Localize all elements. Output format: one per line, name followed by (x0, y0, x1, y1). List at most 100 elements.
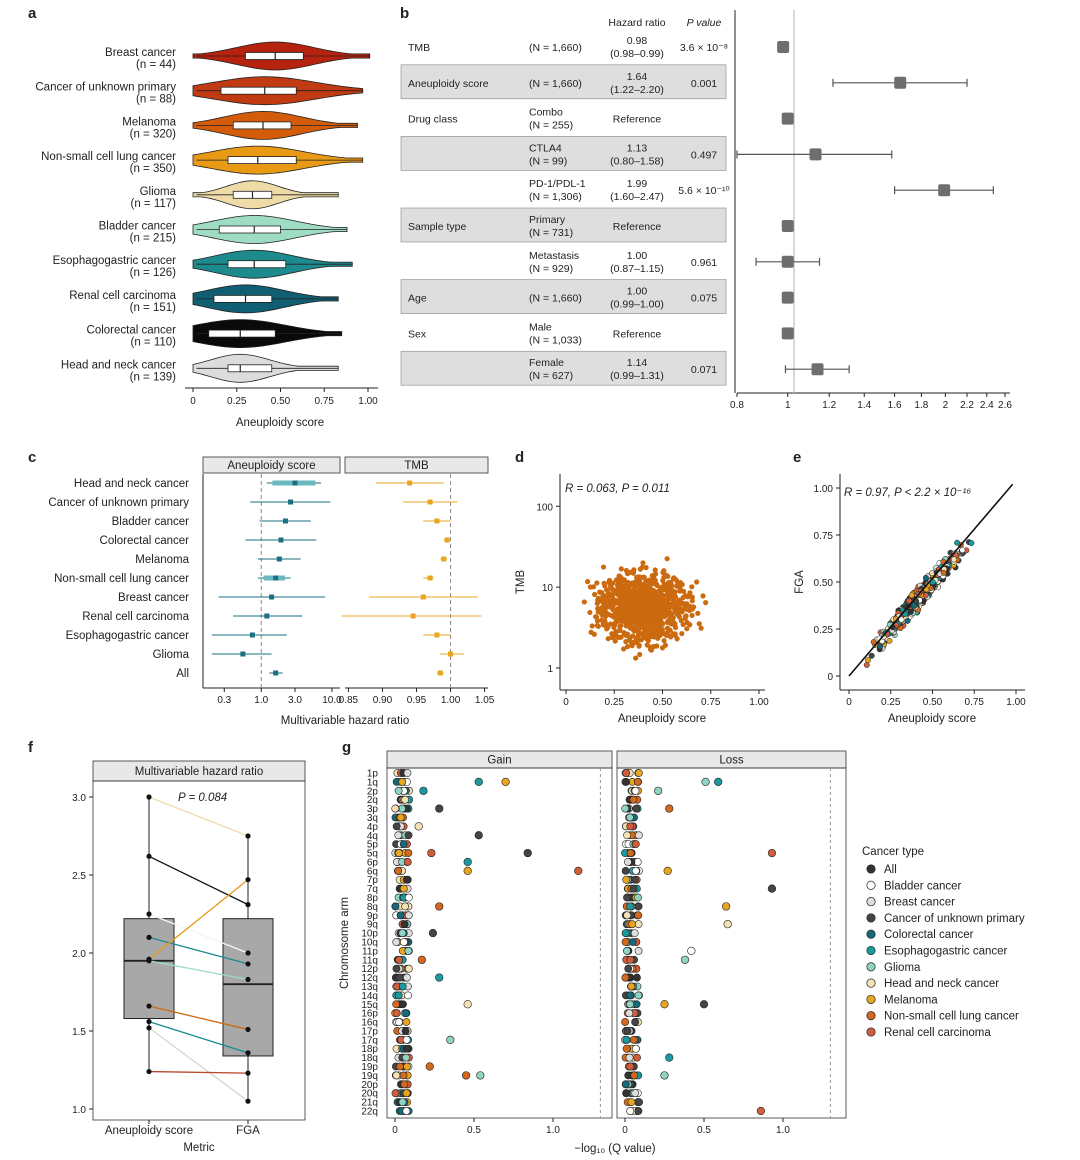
dot (634, 831, 643, 840)
arm-label: 7q (367, 884, 378, 895)
dot-outlier (414, 822, 423, 831)
table-ci: (0.98–0.99) (610, 48, 664, 60)
data-point (636, 643, 642, 649)
dot (626, 1107, 635, 1115)
arm-label: 18q (361, 1053, 378, 1064)
data-point (648, 577, 654, 583)
data-point (624, 603, 630, 609)
table-level: Male (529, 321, 552, 333)
iqr-box (220, 86, 297, 95)
paired-line (148, 879, 249, 960)
iqr-box (208, 329, 276, 338)
dot (392, 964, 401, 973)
facet-title: Loss (719, 755, 744, 767)
data-point (610, 606, 616, 613)
row-label: Breast cancer (118, 592, 189, 604)
dot-outlier (474, 777, 483, 786)
panel-label-c: c (28, 449, 36, 466)
dot (398, 929, 407, 938)
x-tick-label: 0.75 (965, 697, 985, 708)
data-point (589, 623, 595, 629)
data-point (620, 592, 626, 598)
data-point (673, 583, 680, 589)
paired-line (148, 913, 249, 954)
dot (399, 884, 408, 893)
legend-swatch (866, 897, 876, 907)
dot (404, 893, 413, 902)
arm-label: 11q (362, 955, 378, 966)
dot (392, 1000, 401, 1009)
dot-outlier (701, 777, 710, 786)
data-point (703, 600, 709, 606)
arm-label: 4p (367, 822, 379, 833)
table-variable: Drug class (408, 114, 458, 126)
data-point (868, 652, 875, 659)
x-tick-label: 1.00 (358, 396, 378, 407)
point-aneuploidy (146, 1068, 152, 1075)
point-fga (245, 902, 251, 908)
data-point (659, 621, 666, 627)
table-level: CTLA4 (529, 142, 562, 154)
x-tick-label: 2.4 (980, 400, 994, 411)
data-point (655, 635, 661, 641)
dot (634, 946, 643, 955)
table-level: Metastasis (529, 250, 579, 262)
dot (404, 911, 413, 920)
dot (631, 1044, 640, 1053)
dot (392, 938, 401, 946)
facet-title: Multivariable hazard ratio (135, 766, 263, 778)
y-tick-label: 100 (536, 502, 553, 513)
legend-label: Head and neck cancer (884, 978, 999, 990)
arm-label: 6q (367, 866, 378, 877)
data-point (635, 609, 641, 616)
dot (626, 1000, 634, 1009)
data-point (618, 623, 624, 629)
legend-swatch (866, 978, 876, 988)
table-level: Primary (529, 214, 566, 226)
table-variable: Aneuploidy score (408, 78, 489, 90)
correlation-annotation: R = 0.97, P < 2.2 × 10⁻¹⁶ (844, 487, 971, 499)
legend-label: Glioma (884, 962, 921, 974)
x-tick-label: 0 (622, 1125, 628, 1136)
data-point (661, 574, 667, 581)
arm-label: 14q (361, 991, 378, 1002)
data-point (602, 613, 609, 620)
point-tmb (410, 613, 416, 619)
point-fga (245, 961, 251, 967)
dot-outlier (435, 804, 444, 813)
point-aneuploidy (276, 556, 282, 562)
dot (404, 946, 413, 955)
panel-label-f: f (28, 739, 34, 756)
data-point (959, 547, 966, 554)
arm-label: 11p (362, 946, 378, 957)
dot (396, 911, 405, 920)
data-point (689, 584, 695, 590)
dot (398, 777, 407, 786)
arm-label: 18p (361, 1044, 378, 1055)
dot (625, 813, 634, 822)
regression-line (848, 483, 1014, 677)
table-p: 0.075 (691, 293, 717, 305)
data-point (906, 597, 912, 604)
point-aneuploidy (273, 575, 279, 581)
data-point (940, 569, 947, 576)
data-point (600, 564, 607, 570)
x-tick-label: 0 (563, 697, 569, 708)
row-label: Bladder cancer (112, 516, 190, 528)
data-point (642, 611, 648, 617)
legend-swatch (866, 864, 876, 874)
dot-outlier (428, 929, 438, 938)
x-tick-label: 3.0 (288, 695, 302, 706)
point-aneuploidy (278, 537, 284, 543)
x-tick-label: 0.25 (227, 396, 247, 407)
data-point (667, 627, 673, 633)
data-point (618, 566, 624, 572)
data-point (609, 594, 615, 600)
point-aneuploidy (292, 480, 298, 486)
arm-label: 9p (367, 911, 379, 922)
arm-label: 12q (361, 973, 378, 984)
arm-label: 20q (361, 1089, 378, 1100)
data-point (626, 617, 632, 623)
table-n: (N = 731) (529, 227, 573, 239)
dot (394, 849, 403, 857)
